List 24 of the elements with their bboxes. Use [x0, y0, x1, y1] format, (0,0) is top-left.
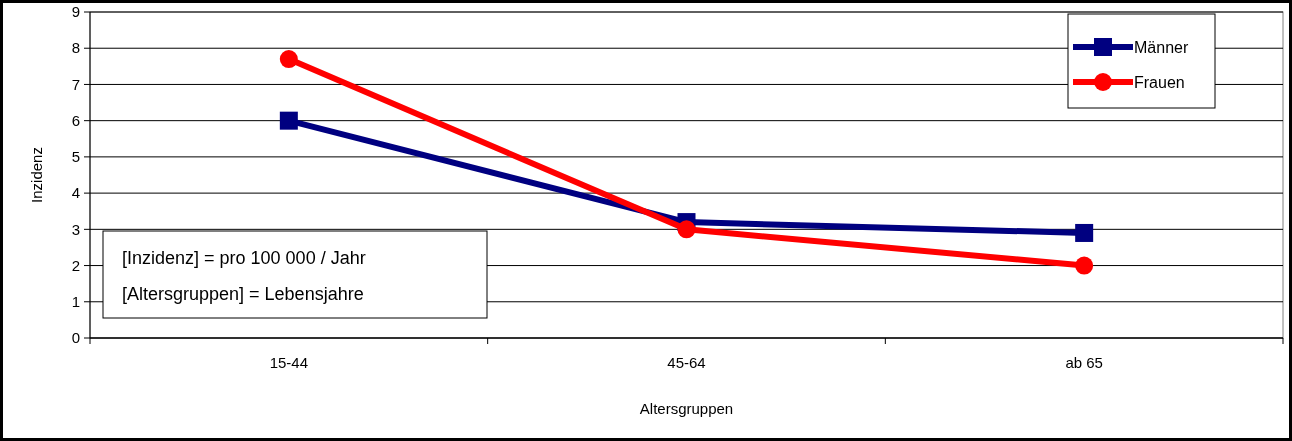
- y-tick-label: 1: [71, 293, 80, 311]
- y-tick-label: 9: [71, 3, 80, 21]
- y-tick-label: 4: [71, 184, 80, 202]
- point: [677, 220, 696, 239]
- legend-label: Männer: [1134, 38, 1189, 56]
- y-tick-label: 7: [71, 75, 80, 93]
- y-tick-label: 0: [71, 329, 80, 347]
- y-tick-label: 3: [71, 220, 80, 238]
- point: [1075, 223, 1094, 242]
- point: [279, 50, 298, 69]
- point: [279, 111, 298, 130]
- annotation: [Altersgruppen] = Lebensjahre: [122, 284, 364, 304]
- y-tick-label: 6: [71, 111, 80, 129]
- point: [1075, 256, 1094, 275]
- x-axis-title: Altersgruppen: [639, 400, 734, 417]
- annotation: [Inzidenz] = pro 100 000 / Jahr: [122, 248, 366, 268]
- x-tick-label: ab 65: [1065, 354, 1103, 371]
- y-tick-label: 5: [71, 148, 80, 166]
- x-tick-label: 15-44: [269, 354, 309, 371]
- legend-label: Frauen: [1134, 73, 1185, 91]
- x-tick-label: 45-64: [667, 354, 706, 371]
- y-axis-title: Inzidenz: [28, 147, 45, 203]
- y-tick-label: 2: [71, 256, 80, 274]
- y-tick-label: 8: [71, 39, 80, 57]
